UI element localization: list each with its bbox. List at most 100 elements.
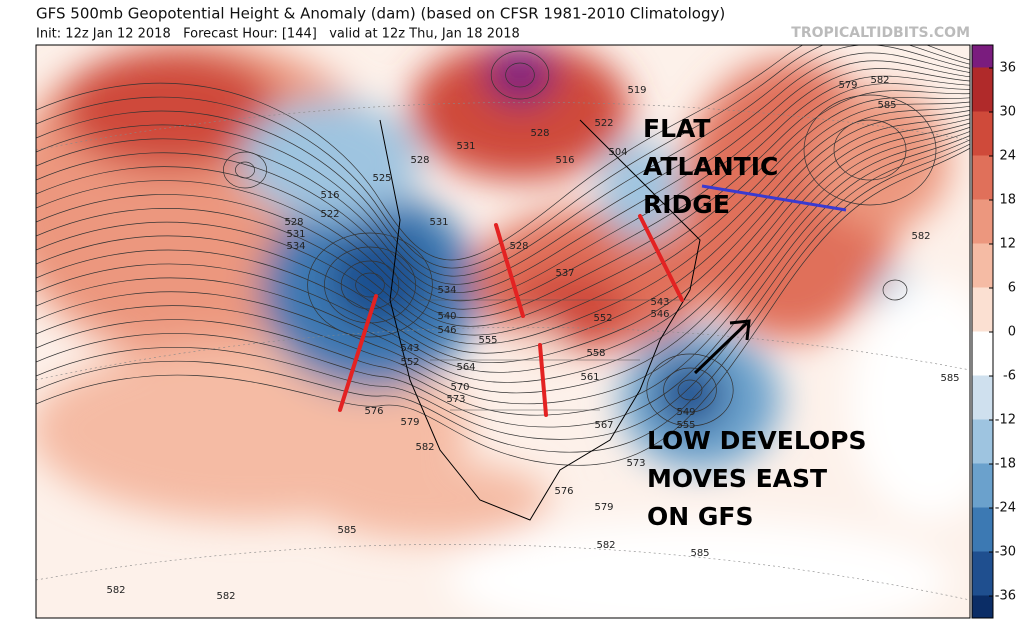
contour-label: 528 xyxy=(530,128,549,139)
borders xyxy=(420,299,690,411)
contour xyxy=(505,62,535,88)
contour xyxy=(36,139,970,440)
anomaly-field xyxy=(36,45,970,618)
contour-label: 561 xyxy=(580,372,599,383)
contour-label: 579 xyxy=(838,80,857,91)
contour-label: 504 xyxy=(608,147,627,158)
contour-label: 534 xyxy=(286,241,305,252)
colorbar-bin xyxy=(971,44,994,69)
colorbar-label: 6 xyxy=(1008,281,1016,296)
contour-label: 585 xyxy=(877,100,896,111)
contour xyxy=(36,45,970,261)
contour-label: 576 xyxy=(364,406,383,417)
contour xyxy=(490,50,550,100)
contour-label: 549 xyxy=(676,407,695,418)
contour-label: 528 xyxy=(284,217,303,228)
colorbar-label: 0 xyxy=(1008,325,1016,340)
coastline xyxy=(379,119,701,521)
colorbar-bin xyxy=(971,287,994,333)
contour xyxy=(882,279,908,301)
colorbar-label: 12 xyxy=(999,237,1016,252)
colorbar-bin xyxy=(971,243,994,289)
contour-label: 585 xyxy=(690,548,709,559)
contour xyxy=(36,68,970,302)
contour-label: 531 xyxy=(456,141,475,152)
contour-label: 522 xyxy=(320,209,339,220)
contour-label: 585 xyxy=(940,373,959,384)
contour xyxy=(235,161,255,179)
contour xyxy=(646,353,734,427)
annotations: FLAT ATLANTIC RIDGE LOW DEVELOPS MOVES EAST O… xyxy=(643,114,866,531)
colorbar-label: 24 xyxy=(999,149,1016,164)
contour xyxy=(36,52,970,285)
colorbar-bin xyxy=(971,111,994,157)
contour-label: 582 xyxy=(415,442,434,453)
contour xyxy=(36,60,970,293)
title: GFS 500mb Geopotential Height & Anomaly … xyxy=(36,5,725,23)
colorbar-bin xyxy=(971,375,994,421)
contour-label: 534 xyxy=(437,285,456,296)
contour xyxy=(36,135,970,428)
colorbar-bin xyxy=(971,551,994,597)
colorbar-bin xyxy=(971,419,994,465)
annotation: LOW DEVELOPS xyxy=(647,426,866,455)
colorbar-bin xyxy=(971,595,994,619)
contour-label: 546 xyxy=(650,309,669,320)
contour-label: 531 xyxy=(429,217,448,228)
annotation: MOVES EAST xyxy=(647,464,827,493)
contour xyxy=(355,272,385,298)
contour-label: 564 xyxy=(456,362,475,373)
contour xyxy=(36,122,970,394)
colorbar-bin xyxy=(971,507,994,553)
colorbar-bin xyxy=(971,463,994,509)
map-frame xyxy=(35,44,971,619)
contour-label: 525 xyxy=(372,173,391,184)
contour-label: 582 xyxy=(911,231,930,242)
contour-label: 516 xyxy=(555,155,574,166)
colorbar-bin xyxy=(971,67,994,113)
contour-label: 582 xyxy=(106,585,125,596)
annotation: ATLANTIC xyxy=(643,152,778,181)
contour-label: 582 xyxy=(596,540,615,551)
contour-label: 555 xyxy=(478,335,497,346)
subtitle: Init: 12z Jan 12 2018 Forecast Hour: [14… xyxy=(36,27,520,42)
colorbar-label: -12 xyxy=(995,413,1016,428)
contour-label: 543 xyxy=(650,297,669,308)
contour-label: 570 xyxy=(450,382,469,393)
contour xyxy=(677,379,703,401)
contour xyxy=(36,105,970,354)
colorbar-bin xyxy=(971,199,994,245)
trough-lines xyxy=(338,214,684,417)
annotation: FLAT xyxy=(643,114,710,143)
contour xyxy=(36,118,970,383)
contour xyxy=(36,131,970,416)
colorbar-label: 36 xyxy=(999,61,1016,76)
contour xyxy=(36,90,970,327)
colorbar-label: -18 xyxy=(995,457,1016,472)
contour-label: 519 xyxy=(627,85,646,96)
contour xyxy=(663,367,717,413)
contour-label: 558 xyxy=(586,348,605,359)
map xyxy=(36,45,970,618)
contour xyxy=(36,45,970,269)
colorbar-label: 30 xyxy=(999,105,1016,120)
annotation: RIDGE xyxy=(643,190,730,219)
colorbar-label: -36 xyxy=(995,589,1016,604)
contour-label: 555 xyxy=(676,420,695,431)
contour-label: 552 xyxy=(400,357,419,368)
colorbar-bin xyxy=(971,331,994,377)
contour xyxy=(36,97,970,336)
contour xyxy=(36,45,970,277)
contour xyxy=(36,75,970,310)
watermark: TROPICALTIDBITS.COM xyxy=(791,25,970,41)
contour xyxy=(803,94,937,206)
colorbar-label: -30 xyxy=(995,545,1016,560)
colorbar-label: -24 xyxy=(995,501,1016,516)
contour-label: 543 xyxy=(400,343,419,354)
contour xyxy=(223,151,267,189)
contour-label: 576 xyxy=(554,486,573,497)
contour-label: 573 xyxy=(626,458,645,469)
arrow xyxy=(693,319,751,375)
ridge-axis xyxy=(701,184,847,212)
